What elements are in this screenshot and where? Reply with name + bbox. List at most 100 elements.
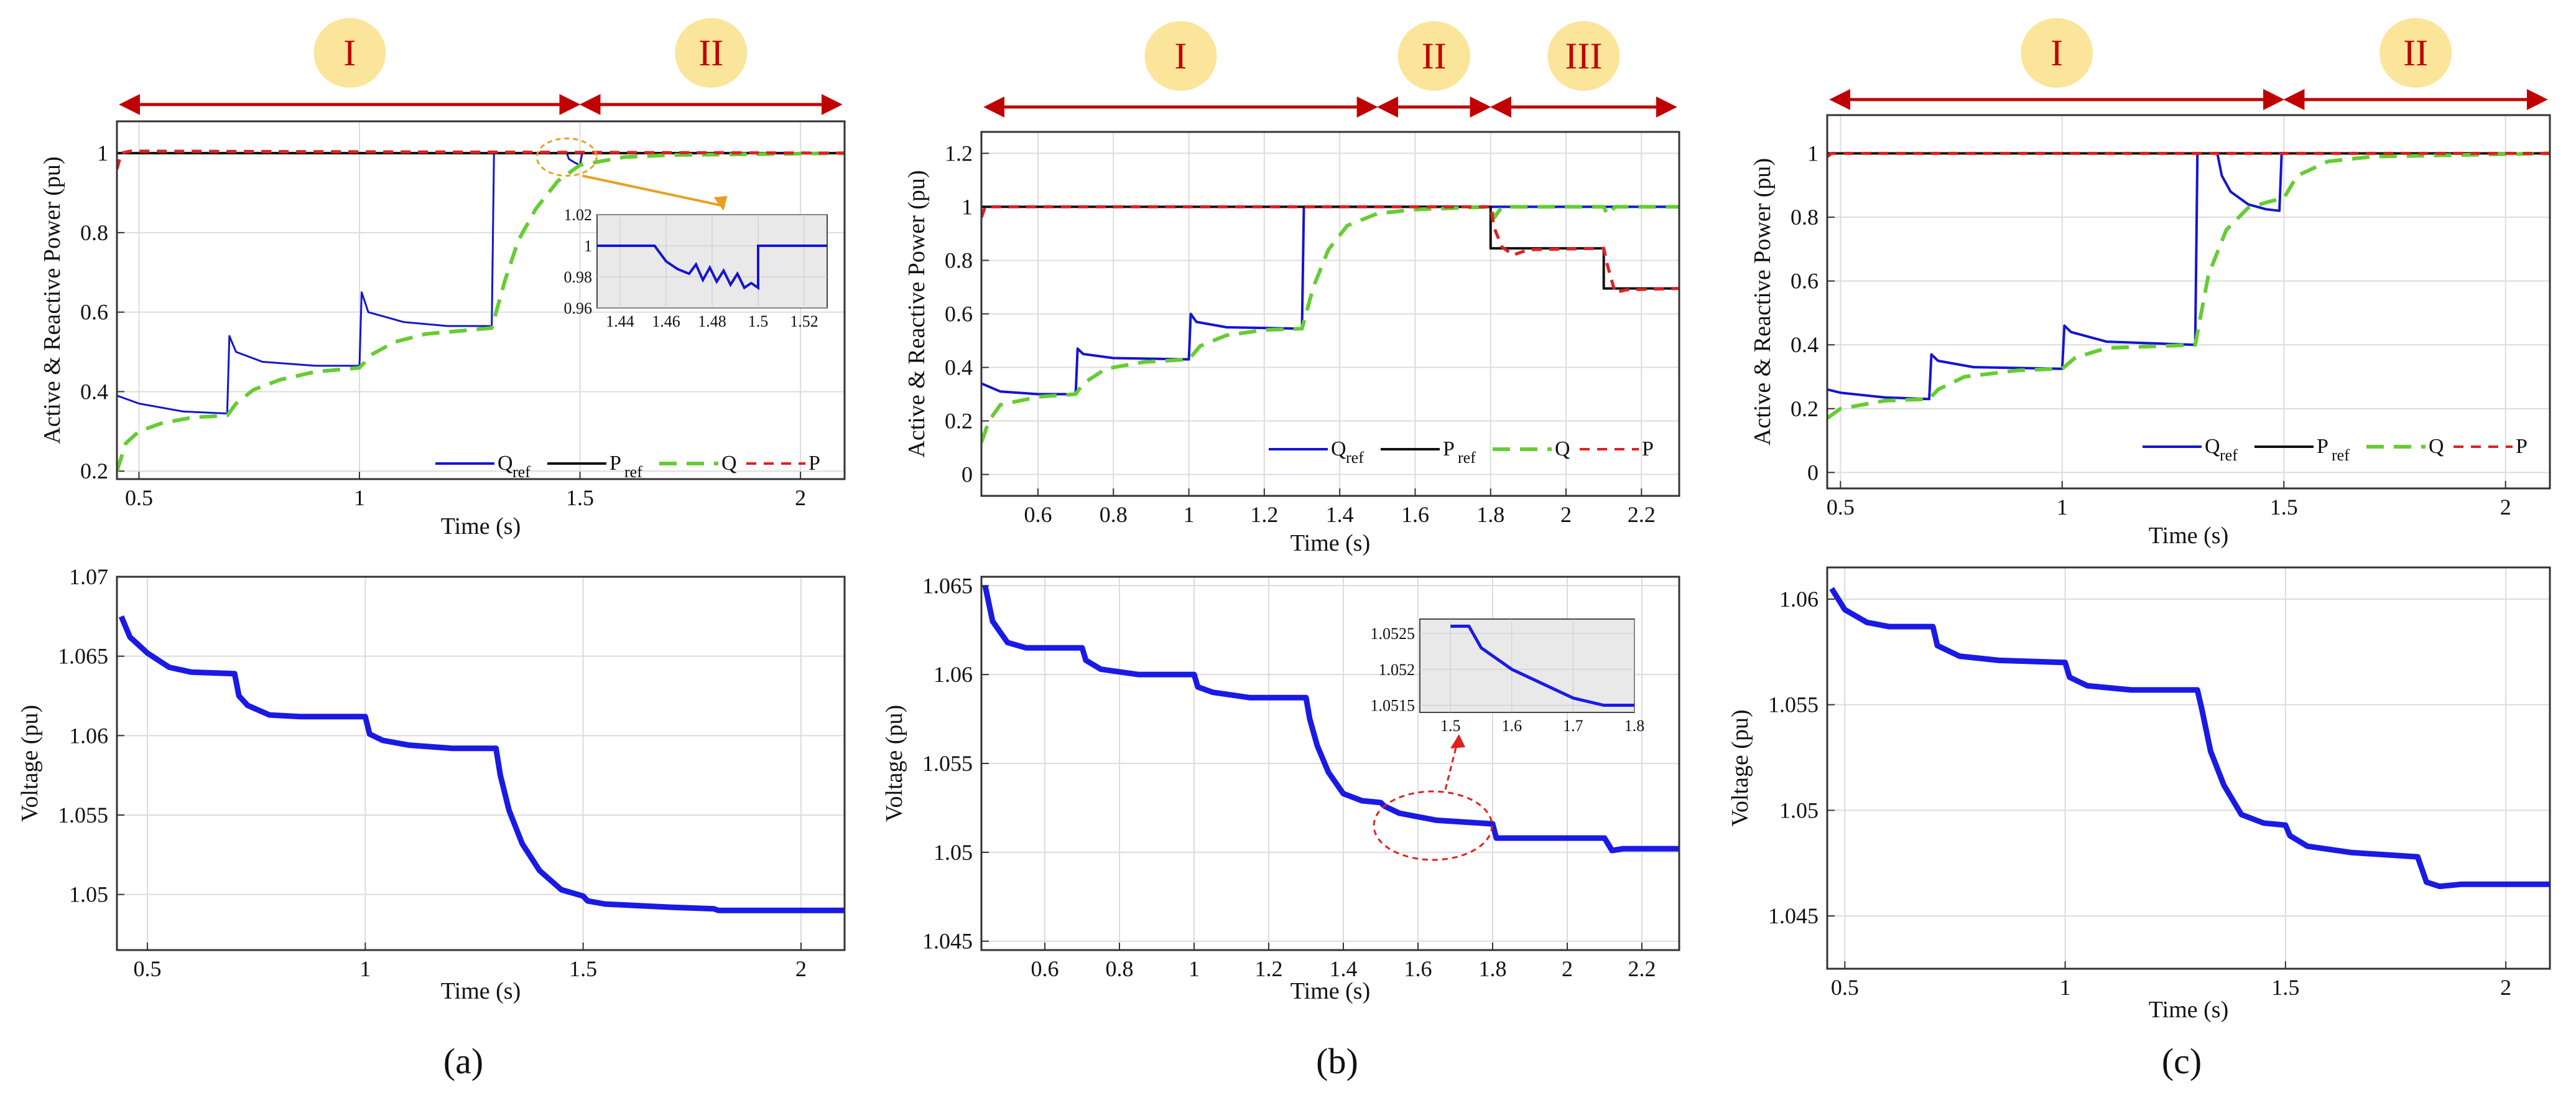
legend-label: P [808,452,820,475]
power-c-ytick-label: 0.6 [1791,269,1818,294]
phase-label: I [2050,32,2063,73]
voltage-c-xtick-label: 1.5 [2271,975,2299,1000]
legend-label: Q [2205,435,2220,458]
power-b-ytick-label: 1 [961,194,973,219]
power-c-plot-area [1827,115,2550,488]
power-c-ytick-label: 0 [1807,460,1818,485]
voltage-a-ytick-label: 1.06 [69,723,108,748]
power-c-ytick-label: 0.2 [1791,396,1818,421]
voltage-b-xtick-label: 1.4 [1330,956,1358,981]
zoom-xtick-label: 1.44 [606,312,634,330]
power-c-frame [1826,114,2551,490]
power-b-xtick-label: 1 [1184,502,1195,527]
power-a-xtick-label: 2 [795,485,806,510]
power-c-ylabel: Active & Reactive Power (pu) [1749,158,1776,445]
voltage-a-ytick-label: 1.07 [69,564,108,589]
power-zoom-inset: 1.44 1.46 1.48 1.5 1.52 0.96 0.98 1 1.02 [535,138,828,330]
power-c-xtick-label: 2 [2500,495,2511,520]
voltage-c-ytick-label: 1.055 [1768,692,1818,717]
subfigure-label-b: (b) [1316,1041,1358,1081]
phase-badge-i [313,18,386,88]
voltage-a-xtick-label: 1 [359,956,371,981]
legend-label: Q [1555,437,1570,460]
voltage-b-frame [980,576,1680,951]
power-a-frame [116,120,846,480]
voltage-b-series-voltage [982,585,1679,854]
zoom-pointer-arrow [581,174,724,207]
power-b-xtick-label: 2.2 [1628,502,1656,527]
voltage-a-xtick-label: 0.5 [134,956,162,981]
zoom-xtick-label: 1.5 [1440,717,1461,735]
voltage-zoom-inset: 1.5 1.6 1.7 1.8 1.0515 1.052 1.0525 [1371,618,1644,861]
power-a-ytick-label: 0.8 [80,220,108,245]
zoom-bg [1419,618,1635,713]
power-b-series-p [981,205,1679,294]
legend-subscript: ref [2220,446,2238,464]
voltage-c-xtick-label: 2 [2500,975,2511,1000]
voltage-a-plot-area [117,577,845,950]
power-a-ylabel: Active & Reactive Power (pu) [39,156,65,444]
zoom-ytick-label: 1.052 [1379,661,1415,679]
power-c-xtick-label: 0.5 [1827,495,1855,520]
power-a-xtick-label: 0.5 [125,485,153,510]
power-a-series-p [117,149,845,170]
voltage-c-ylabel: Voltage (pu) [1727,709,1753,826]
voltage-b-xtick-label: 2 [1562,956,1573,981]
legend-label: Q [2429,435,2444,458]
phase-label: II [2403,32,2428,73]
voltage-c-xtick-label: 1 [2060,975,2071,1000]
power-b-xtick-label: 0.8 [1100,502,1128,527]
power-b-xtick-label: 2 [1560,502,1572,527]
zoom-marker-ellipse [535,138,598,177]
power-a-xlabel: Time (s) [441,513,521,539]
phase-label: I [1174,35,1187,77]
zoom-xtick-label: 1.7 [1563,717,1583,735]
legend-label: P [2317,435,2328,458]
zoom-ytick-label: 0.96 [564,299,593,317]
power-b-xtick-label: 1.8 [1476,502,1504,527]
voltage-c-series-voltage [1829,587,2550,890]
zoom-xtick-label: 1.48 [698,312,726,330]
zoom-pointer-head [713,196,728,211]
power-b-xtick-label: 1.6 [1401,502,1429,527]
power-a-xtick-label: 1.5 [566,485,594,510]
voltage-b-xtick-label: 1 [1188,956,1200,981]
phase-badge-i [2021,18,2093,88]
power-b-xtick-label: 1.2 [1250,502,1278,527]
legend-label: P [1443,437,1455,460]
zoom-marker-ellipse [1373,790,1493,861]
legend-subscript: ref [1346,449,1364,467]
power-c-xlabel: Time (s) [2149,523,2228,549]
voltage-a-xtick-label: 1.5 [569,956,597,981]
voltage-a-ytick-label: 1.065 [58,644,108,669]
power-b-ytick-label: 0.2 [945,409,973,434]
voltage-b-xtick-label: 0.8 [1106,956,1134,981]
voltage-b-xtick-label: 1.6 [1404,956,1432,981]
power-a-series-q [117,151,845,472]
phase-label: II [698,32,723,73]
zoom-ytick-label: 1.0515 [1371,696,1415,714]
voltage-c-xtick-label: 0.5 [1831,975,1859,1000]
power-b-ytick-label: 0 [961,462,973,487]
power-b-xtick-label: 0.6 [1024,502,1052,527]
phase-label: II [1422,35,1447,77]
voltage-a-frame [116,576,846,951]
voltage-b-ytick-label: 1.065 [922,573,973,598]
power-b-series-qref [981,205,1679,396]
legend-label: P [2516,435,2527,458]
power-b-frame [980,131,1680,497]
power-a-ytick-label: 1 [97,141,108,166]
power-a-ytick-label: 0.6 [80,300,108,325]
phase-badge-iii [1547,21,1620,91]
voltage-c-ytick-label: 1.045 [1768,903,1818,928]
phase-label: III [1565,35,1602,77]
legend-label: Q [1331,437,1346,460]
power-b-xlabel: Time (s) [1290,530,1370,556]
power-b-series-pref [981,205,1679,290]
power-c-xtick-label: 1.5 [2270,495,2298,520]
